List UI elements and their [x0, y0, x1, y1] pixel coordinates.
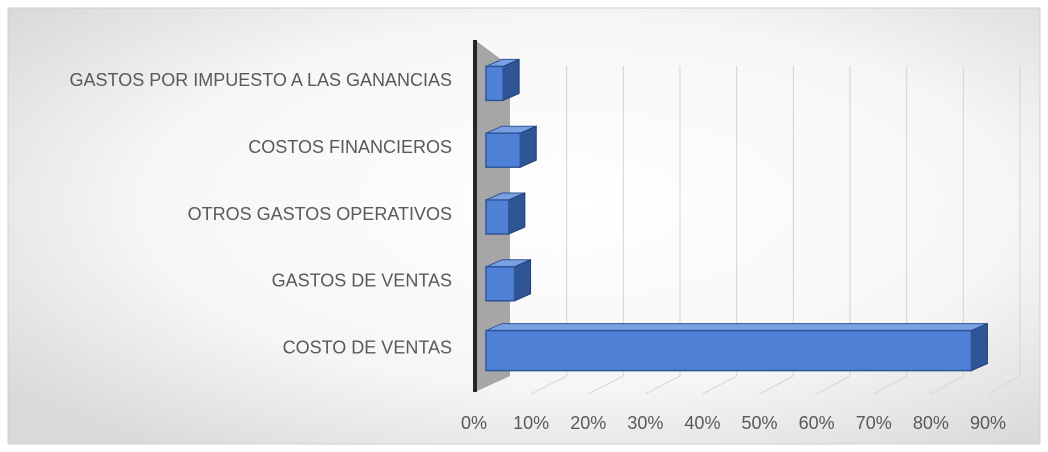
bar — [485, 58, 520, 102]
bar-side — [514, 259, 532, 302]
y-tick-label: GASTOS POR IMPUESTO A LAS GANANCIAS — [70, 70, 452, 90]
bar — [485, 125, 537, 168]
x-tick-label: 90% — [970, 413, 1006, 433]
bar — [485, 192, 526, 235]
x-tick-label: 40% — [684, 413, 720, 433]
bar-front — [485, 266, 516, 302]
x-tick-label: 30% — [627, 413, 663, 433]
bar-front — [485, 65, 504, 102]
bar — [485, 322, 988, 372]
bar-front — [485, 132, 522, 168]
bar-front — [485, 199, 510, 235]
floor-grid-line — [987, 375, 1021, 395]
floor-grid-line — [816, 375, 851, 395]
bar-top — [485, 323, 988, 332]
x-tick-label: 0% — [461, 413, 487, 433]
bar — [485, 259, 532, 302]
floor-grid-line — [587, 375, 624, 395]
x-tick-label: 70% — [856, 413, 892, 433]
bar-side — [502, 58, 520, 102]
x-tick-label: 10% — [513, 413, 549, 433]
x-tick-label: 50% — [742, 413, 778, 433]
floor-grid-line — [530, 375, 567, 395]
floor-grid-line — [702, 375, 737, 395]
y-tick-label: OTROS GASTOS OPERATIVOS — [188, 204, 452, 224]
y-tick-label: GASTOS DE VENTAS — [272, 271, 452, 291]
y-tick-label: COSTOS FINANCIEROS — [248, 137, 452, 157]
floor-grid-line — [759, 375, 794, 395]
floor-grid-line — [645, 375, 681, 395]
y-tick-label: COSTO DE VENTAS — [283, 337, 452, 357]
x-tick-label: 60% — [799, 413, 835, 433]
bar-side — [970, 322, 988, 372]
x-tick-label: 20% — [570, 413, 606, 433]
floor-grid-line — [873, 375, 907, 395]
bar-side — [519, 125, 537, 168]
x-tick-label: 80% — [913, 413, 949, 433]
bar-front — [485, 329, 973, 372]
bar-side — [508, 192, 526, 235]
floor-grid-line — [930, 375, 964, 395]
